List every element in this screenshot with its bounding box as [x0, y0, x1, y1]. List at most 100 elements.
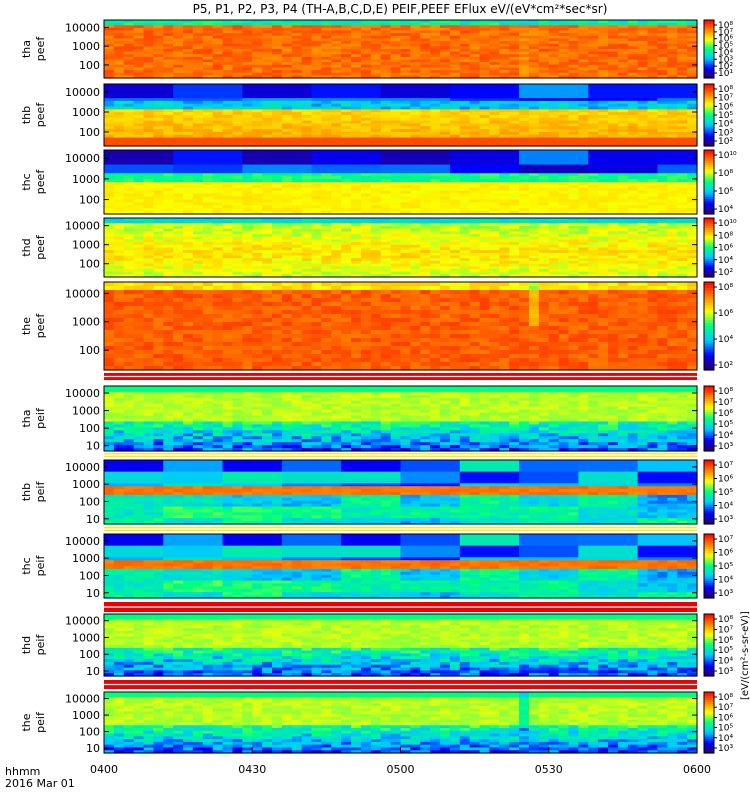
spectrogram-cell — [104, 268, 115, 273]
spectrogram-cell — [262, 236, 273, 241]
y-tick-label: 1000 — [72, 106, 100, 119]
spectrogram-cell — [509, 155, 520, 160]
spectrogram-cell — [588, 20, 599, 24]
spectrogram-cell — [459, 211, 471, 215]
spectrogram-cell — [469, 231, 481, 235]
spectrogram-cell — [252, 158, 263, 163]
spectrogram-cell — [667, 59, 678, 63]
spectrogram-cell — [578, 205, 589, 209]
spectrogram-cell — [370, 126, 382, 130]
spectrogram-cell — [479, 244, 491, 249]
spectrogram-cell — [440, 244, 451, 249]
spectrogram-cell — [202, 25, 214, 29]
spectrogram-cell — [479, 49, 491, 53]
spectrogram-cell — [548, 49, 560, 53]
spectrogram-cell — [192, 239, 204, 243]
spectrogram-cell — [608, 46, 619, 50]
spectrogram-cell — [351, 196, 362, 201]
spectrogram-cell — [212, 84, 224, 88]
spectrogram-cell — [173, 190, 184, 195]
spectrogram-cell — [667, 155, 678, 160]
spectrogram-cell — [420, 208, 431, 212]
spectrogram-cell — [133, 268, 145, 273]
spectrogram-cell — [509, 75, 520, 79]
spectrogram-cell — [538, 112, 550, 116]
colorbar-tick-label: 10⁵ — [718, 42, 733, 52]
spectrogram-cell — [360, 134, 372, 139]
spectrogram-cell — [380, 84, 392, 88]
colorbar-tick-label: 10⁵ — [718, 111, 733, 121]
spectrogram-cell — [113, 33, 125, 37]
spectrogram-cell — [113, 54, 125, 58]
spectrogram-cell — [341, 220, 352, 224]
spectrogram-cell — [153, 218, 164, 222]
spectrogram-cell — [449, 49, 461, 53]
spectrogram-cell — [479, 89, 491, 94]
spectrogram-cell — [252, 62, 263, 66]
spectrogram-cell — [608, 75, 619, 79]
spectrogram-cell — [598, 129, 609, 133]
spectrogram-cell — [222, 140, 234, 144]
spectrogram-cell — [252, 182, 263, 186]
spectrogram-cell — [212, 274, 224, 278]
spectrogram-cell — [133, 86, 145, 91]
spectrogram-cell — [133, 223, 145, 227]
spectrogram-cell — [538, 84, 550, 88]
spectrogram-cell — [440, 182, 451, 186]
spectrogram-cell — [667, 98, 678, 102]
spectrogram-cell — [360, 244, 372, 249]
spectrogram-cell — [301, 51, 313, 55]
spectrogram-cell — [281, 234, 293, 238]
spectrogram-cell — [528, 170, 540, 174]
spectrogram-cell — [360, 131, 372, 136]
spectrogram-cell — [212, 258, 224, 262]
spectrogram-cell — [252, 150, 263, 154]
spectrogram-cell — [687, 72, 698, 76]
spectrogram-cell — [242, 98, 253, 102]
spectrogram-cell — [351, 258, 362, 262]
spectrogram-cell — [183, 103, 194, 108]
spectrogram-cell — [617, 106, 629, 110]
spectrogram-cell — [360, 38, 372, 42]
spectrogram-cell — [331, 161, 342, 166]
spectrogram-cell — [440, 22, 451, 26]
spectrogram-cell — [430, 234, 441, 238]
spectrogram-cell — [637, 143, 649, 147]
spectrogram-cell — [252, 67, 263, 71]
spectrogram-cell — [321, 164, 332, 169]
spectrogram-cell — [331, 92, 342, 96]
spectrogram-cell — [449, 187, 461, 192]
spectrogram-cell — [143, 33, 155, 37]
spectrogram-cell — [341, 86, 352, 91]
spectrogram-cell — [360, 54, 372, 58]
spectrogram-cell — [647, 38, 659, 42]
spectrogram-cell — [598, 20, 609, 24]
spectrogram-cell — [301, 182, 313, 186]
spectrogram-cell — [598, 196, 609, 201]
spectrogram-cell — [163, 150, 174, 154]
spectrogram-cell — [163, 41, 174, 45]
spectrogram-cell — [410, 190, 421, 195]
spectrogram-cell — [123, 56, 135, 61]
spectrogram-cell — [420, 143, 431, 147]
spectrogram-cell — [291, 95, 303, 99]
spectrogram-cell — [321, 234, 332, 238]
spectrogram-cell — [667, 211, 678, 215]
colorbar-segment — [704, 133, 714, 137]
spectrogram-cell — [341, 56, 352, 61]
spectrogram-cell — [578, 22, 589, 26]
spectrogram-cell — [242, 46, 253, 50]
spectrogram-cell — [667, 196, 678, 201]
spectrogram-cell — [301, 117, 313, 122]
spectrogram-cell — [341, 98, 352, 102]
spectrogram-cell — [558, 86, 570, 91]
spectrogram-cell — [173, 70, 184, 74]
spectrogram-cell — [222, 46, 234, 50]
spectrogram-cell — [272, 218, 283, 222]
spectrogram-cell — [499, 25, 510, 29]
spectrogram-cell — [390, 140, 402, 144]
spectrogram-cell — [637, 182, 649, 186]
spectrogram-cell — [430, 158, 441, 163]
spectrogram-cell — [499, 49, 510, 53]
spectrogram-cell — [449, 100, 461, 105]
